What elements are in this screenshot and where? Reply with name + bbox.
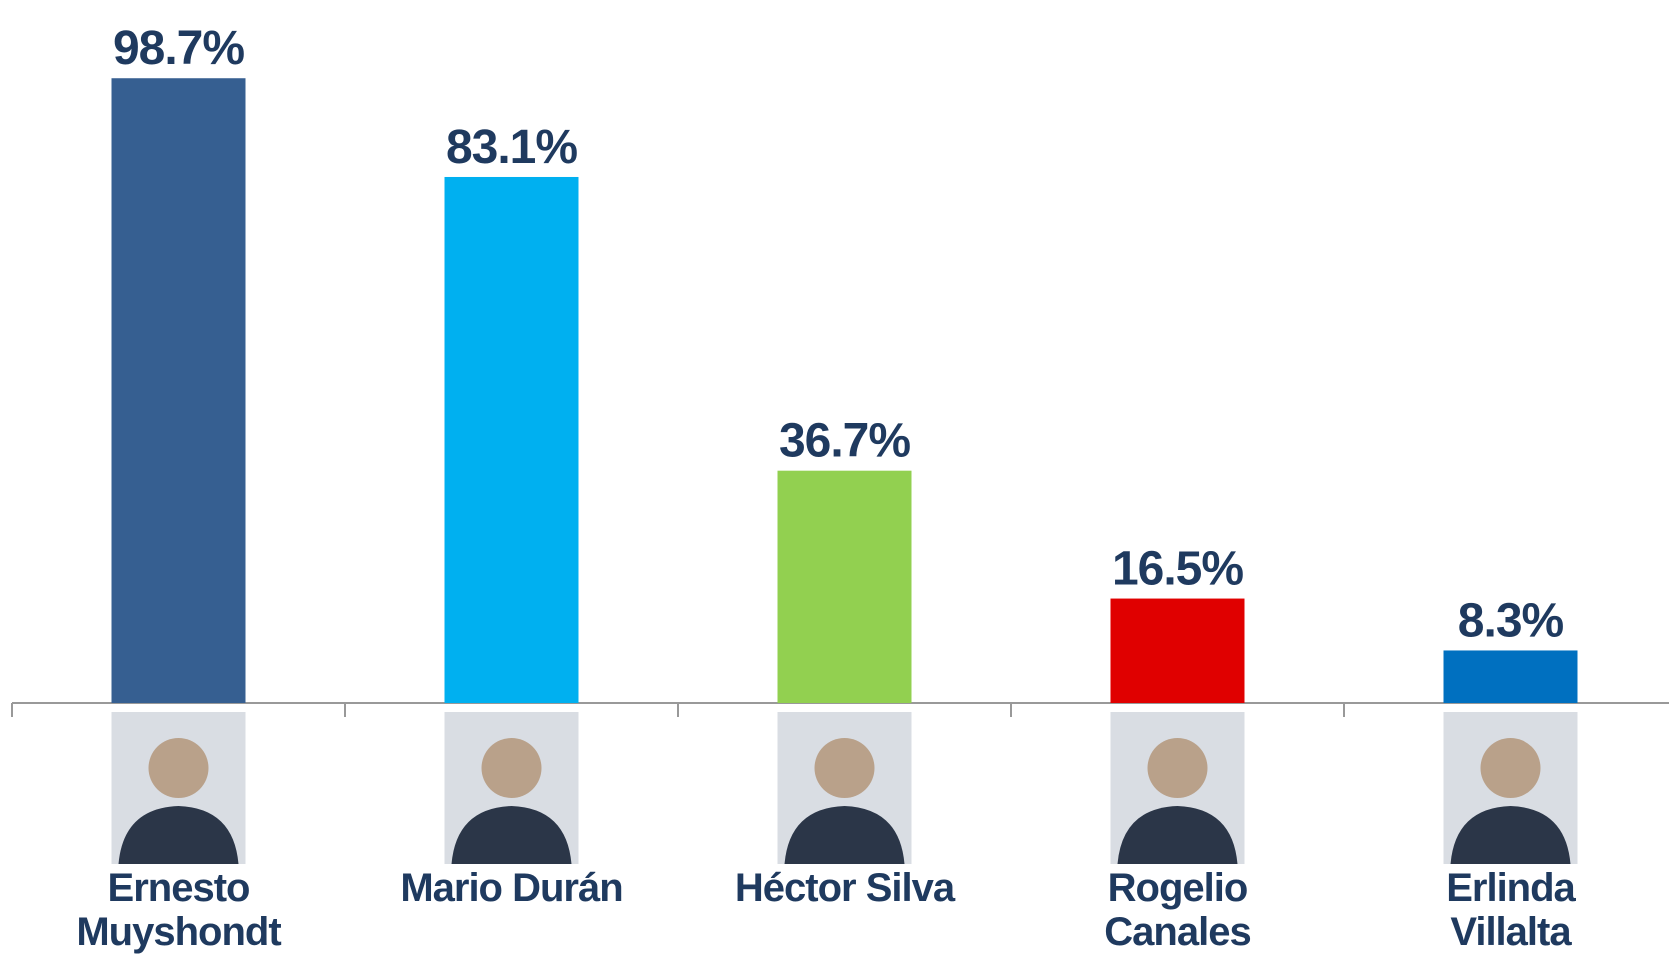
category-label: Héctor Silva [720, 866, 970, 910]
bar [1111, 599, 1245, 703]
bar [1444, 650, 1578, 703]
photo-head [815, 738, 875, 798]
chart-page: 98.7% 83.1% 36.7% 16.5% 8.3% Ernesto Muyshon… [0, 0, 1669, 964]
category-label: Rogelio Canales [1053, 866, 1303, 954]
value-label: 16.5% [1112, 543, 1243, 596]
value-label: 8.3% [1458, 594, 1564, 647]
value-label: 83.1% [446, 121, 577, 174]
value-label: 36.7% [779, 415, 910, 468]
category-label: Ernesto Muyshondt [54, 866, 304, 954]
bar [112, 78, 246, 703]
bar [445, 177, 579, 703]
photo-head [1148, 738, 1208, 798]
value-label: 98.7% [113, 22, 244, 75]
chart: 98.7% 83.1% 36.7% 16.5% 8.3% [0, 0, 1669, 964]
photo-head [1481, 738, 1541, 798]
photo-head [482, 738, 542, 798]
bar [778, 471, 912, 703]
category-label: Mario Durán [387, 866, 637, 910]
category-label: Erlinda Villalta [1386, 866, 1636, 954]
photo-head [149, 738, 209, 798]
